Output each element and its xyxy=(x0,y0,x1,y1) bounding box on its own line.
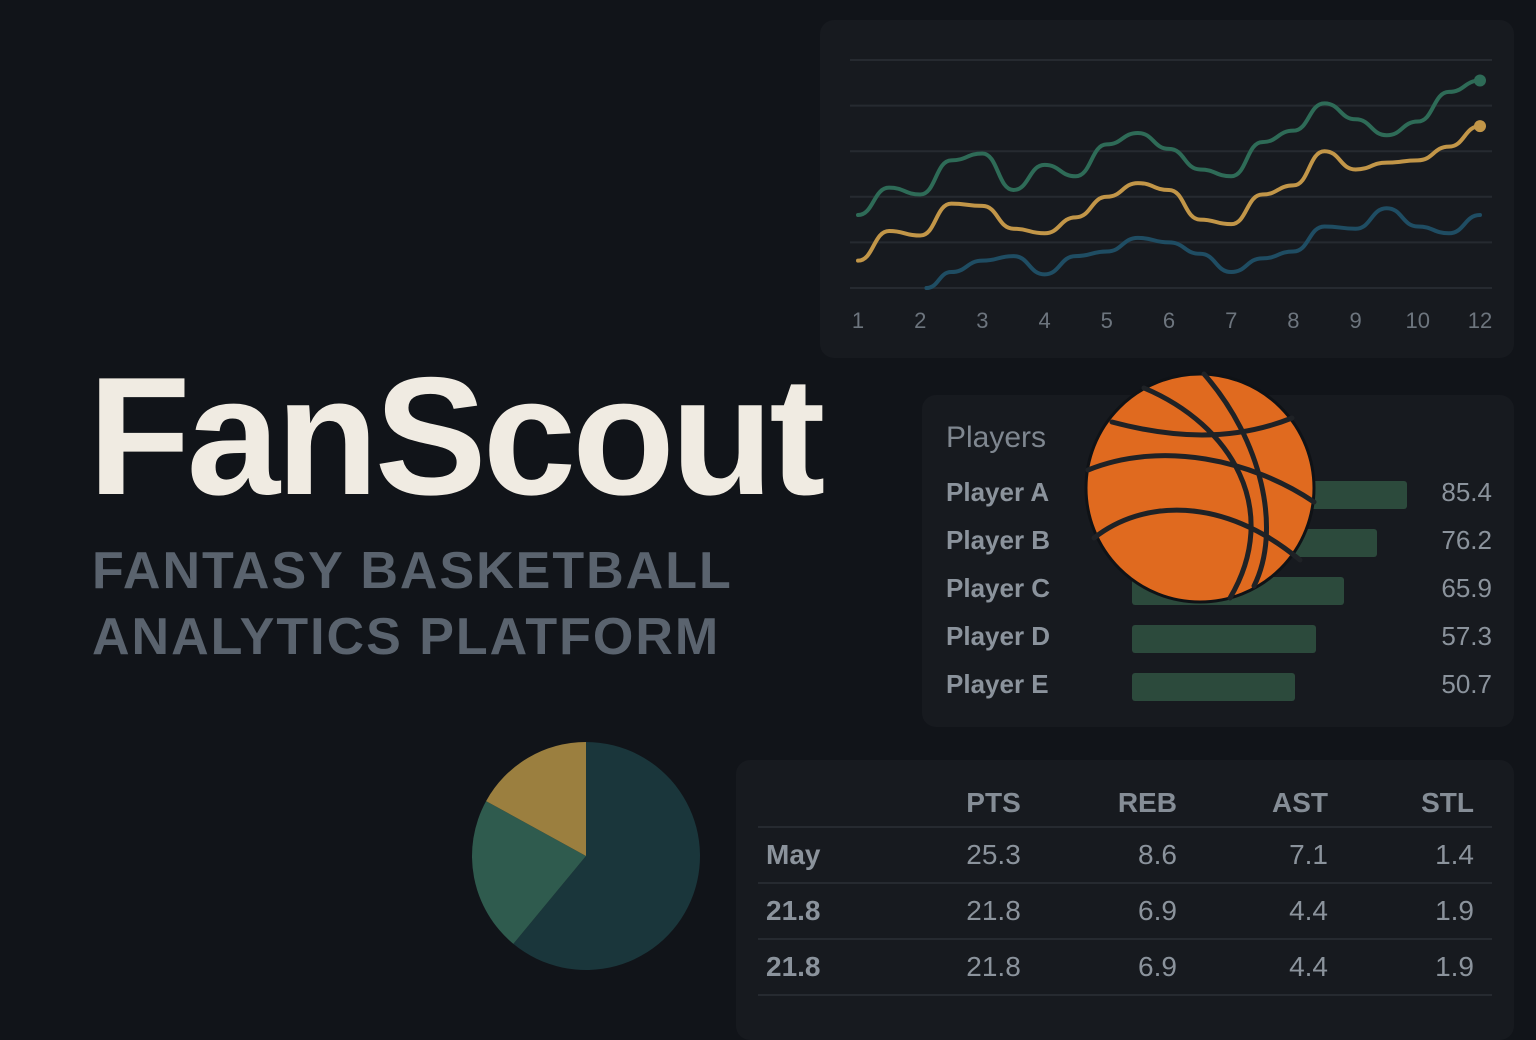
x-tick-label: 2 xyxy=(914,308,926,333)
stats-table-panel: PTS REB AST STL May 25.3 8.6 7.1 1.4 21.8 21.8 6.9… xyxy=(736,760,1514,1040)
brand-tagline: FANTASY BASKETBALL ANALYTICS PLATFORM xyxy=(92,538,733,670)
series-line-1 xyxy=(856,124,1482,263)
line-chart: 1 2 3 4 5 6 7 8 9 10 12 xyxy=(850,59,1492,333)
table-cell: 6.9 xyxy=(1038,939,1195,996)
table-cell: 4.4 xyxy=(1194,883,1347,940)
player-row: Player D 57.3 xyxy=(922,617,1514,657)
table-header-cell: PTS xyxy=(890,780,1039,828)
line-chart-panel: 1 2 3 4 5 6 7 8 9 10 12 xyxy=(820,20,1514,358)
player-name: Player D xyxy=(946,621,1051,651)
stats-table: PTS REB AST STL May 25.3 8.6 7.1 1.4 21.8 21.8 6.9… xyxy=(758,780,1492,996)
players-title: Players xyxy=(946,421,1047,454)
table-cell: 21.8 xyxy=(890,883,1039,940)
pie-chart xyxy=(472,742,700,970)
table-header-cell: AST xyxy=(1194,780,1347,828)
table-cell: 1.4 xyxy=(1346,827,1492,884)
table-header-cell: STL xyxy=(1346,780,1492,828)
player-value: 76.2 xyxy=(1441,525,1492,555)
x-tick-label: 1 xyxy=(852,308,864,333)
x-tick-label: 3 xyxy=(976,308,988,333)
player-bar xyxy=(1132,673,1295,701)
player-value: 57.3 xyxy=(1441,621,1492,651)
table-cell: 21.8 xyxy=(890,939,1039,996)
player-name: Player B xyxy=(946,525,1051,555)
player-value: 50.7 xyxy=(1441,669,1492,699)
table-row: 21.8 21.8 6.9 4.4 1.9 xyxy=(758,883,1492,940)
pie-slice-0 xyxy=(513,742,700,970)
player-name: Player E xyxy=(946,669,1049,699)
player-name: Player C xyxy=(946,573,1051,603)
x-tick-label: 9 xyxy=(1349,308,1361,333)
pie-slice-2 xyxy=(486,742,586,856)
table-cell: 25.3 xyxy=(890,827,1039,884)
brand-title: FanScout xyxy=(88,342,825,530)
x-tick-label: 5 xyxy=(1101,308,1113,333)
table-cell: 21.8 xyxy=(758,883,891,940)
table-cell: 1.9 xyxy=(1346,883,1492,940)
table-cell: 4.4 xyxy=(1194,939,1347,996)
basketball-icon xyxy=(1084,371,1317,604)
series-line-0 xyxy=(856,78,1482,218)
table-header-cell: REB xyxy=(1038,780,1195,828)
table-cell: 8.6 xyxy=(1038,827,1195,884)
player-name: Player A xyxy=(946,477,1050,507)
x-tick-label: 6 xyxy=(1163,308,1175,333)
series-end-point xyxy=(1474,120,1486,133)
table-cell: 1.9 xyxy=(1346,939,1492,996)
table-cell: 6.9 xyxy=(1038,883,1195,940)
player-value: 65.9 xyxy=(1441,573,1492,603)
table-cell: May xyxy=(758,827,891,884)
player-row: Player E 50.7 xyxy=(922,665,1514,705)
player-bar xyxy=(1132,625,1317,653)
table-cell: 7.1 xyxy=(1194,827,1347,884)
table-cell: 21.8 xyxy=(758,939,891,996)
series-end-point xyxy=(1474,74,1486,87)
tagline-line-2: ANALYTICS PLATFORM xyxy=(92,608,721,666)
table-row: 21.8 21.8 6.9 4.4 1.9 xyxy=(758,939,1492,996)
pie-slice-1 xyxy=(472,801,586,944)
series-line-2 xyxy=(924,206,1482,290)
tagline-line-1: FANTASY BASKETBALL xyxy=(92,542,733,600)
table-row: May 25.3 8.6 7.1 1.4 xyxy=(758,827,1492,884)
x-tick-label: 8 xyxy=(1287,308,1299,333)
table-header-cell xyxy=(758,780,891,828)
player-value: 85.4 xyxy=(1441,477,1492,507)
x-tick-label: 7 xyxy=(1225,308,1237,333)
x-tick-label: 10 xyxy=(1406,308,1430,333)
x-tick-label: 4 xyxy=(1038,308,1050,333)
x-tick-label: 12 xyxy=(1468,308,1492,333)
